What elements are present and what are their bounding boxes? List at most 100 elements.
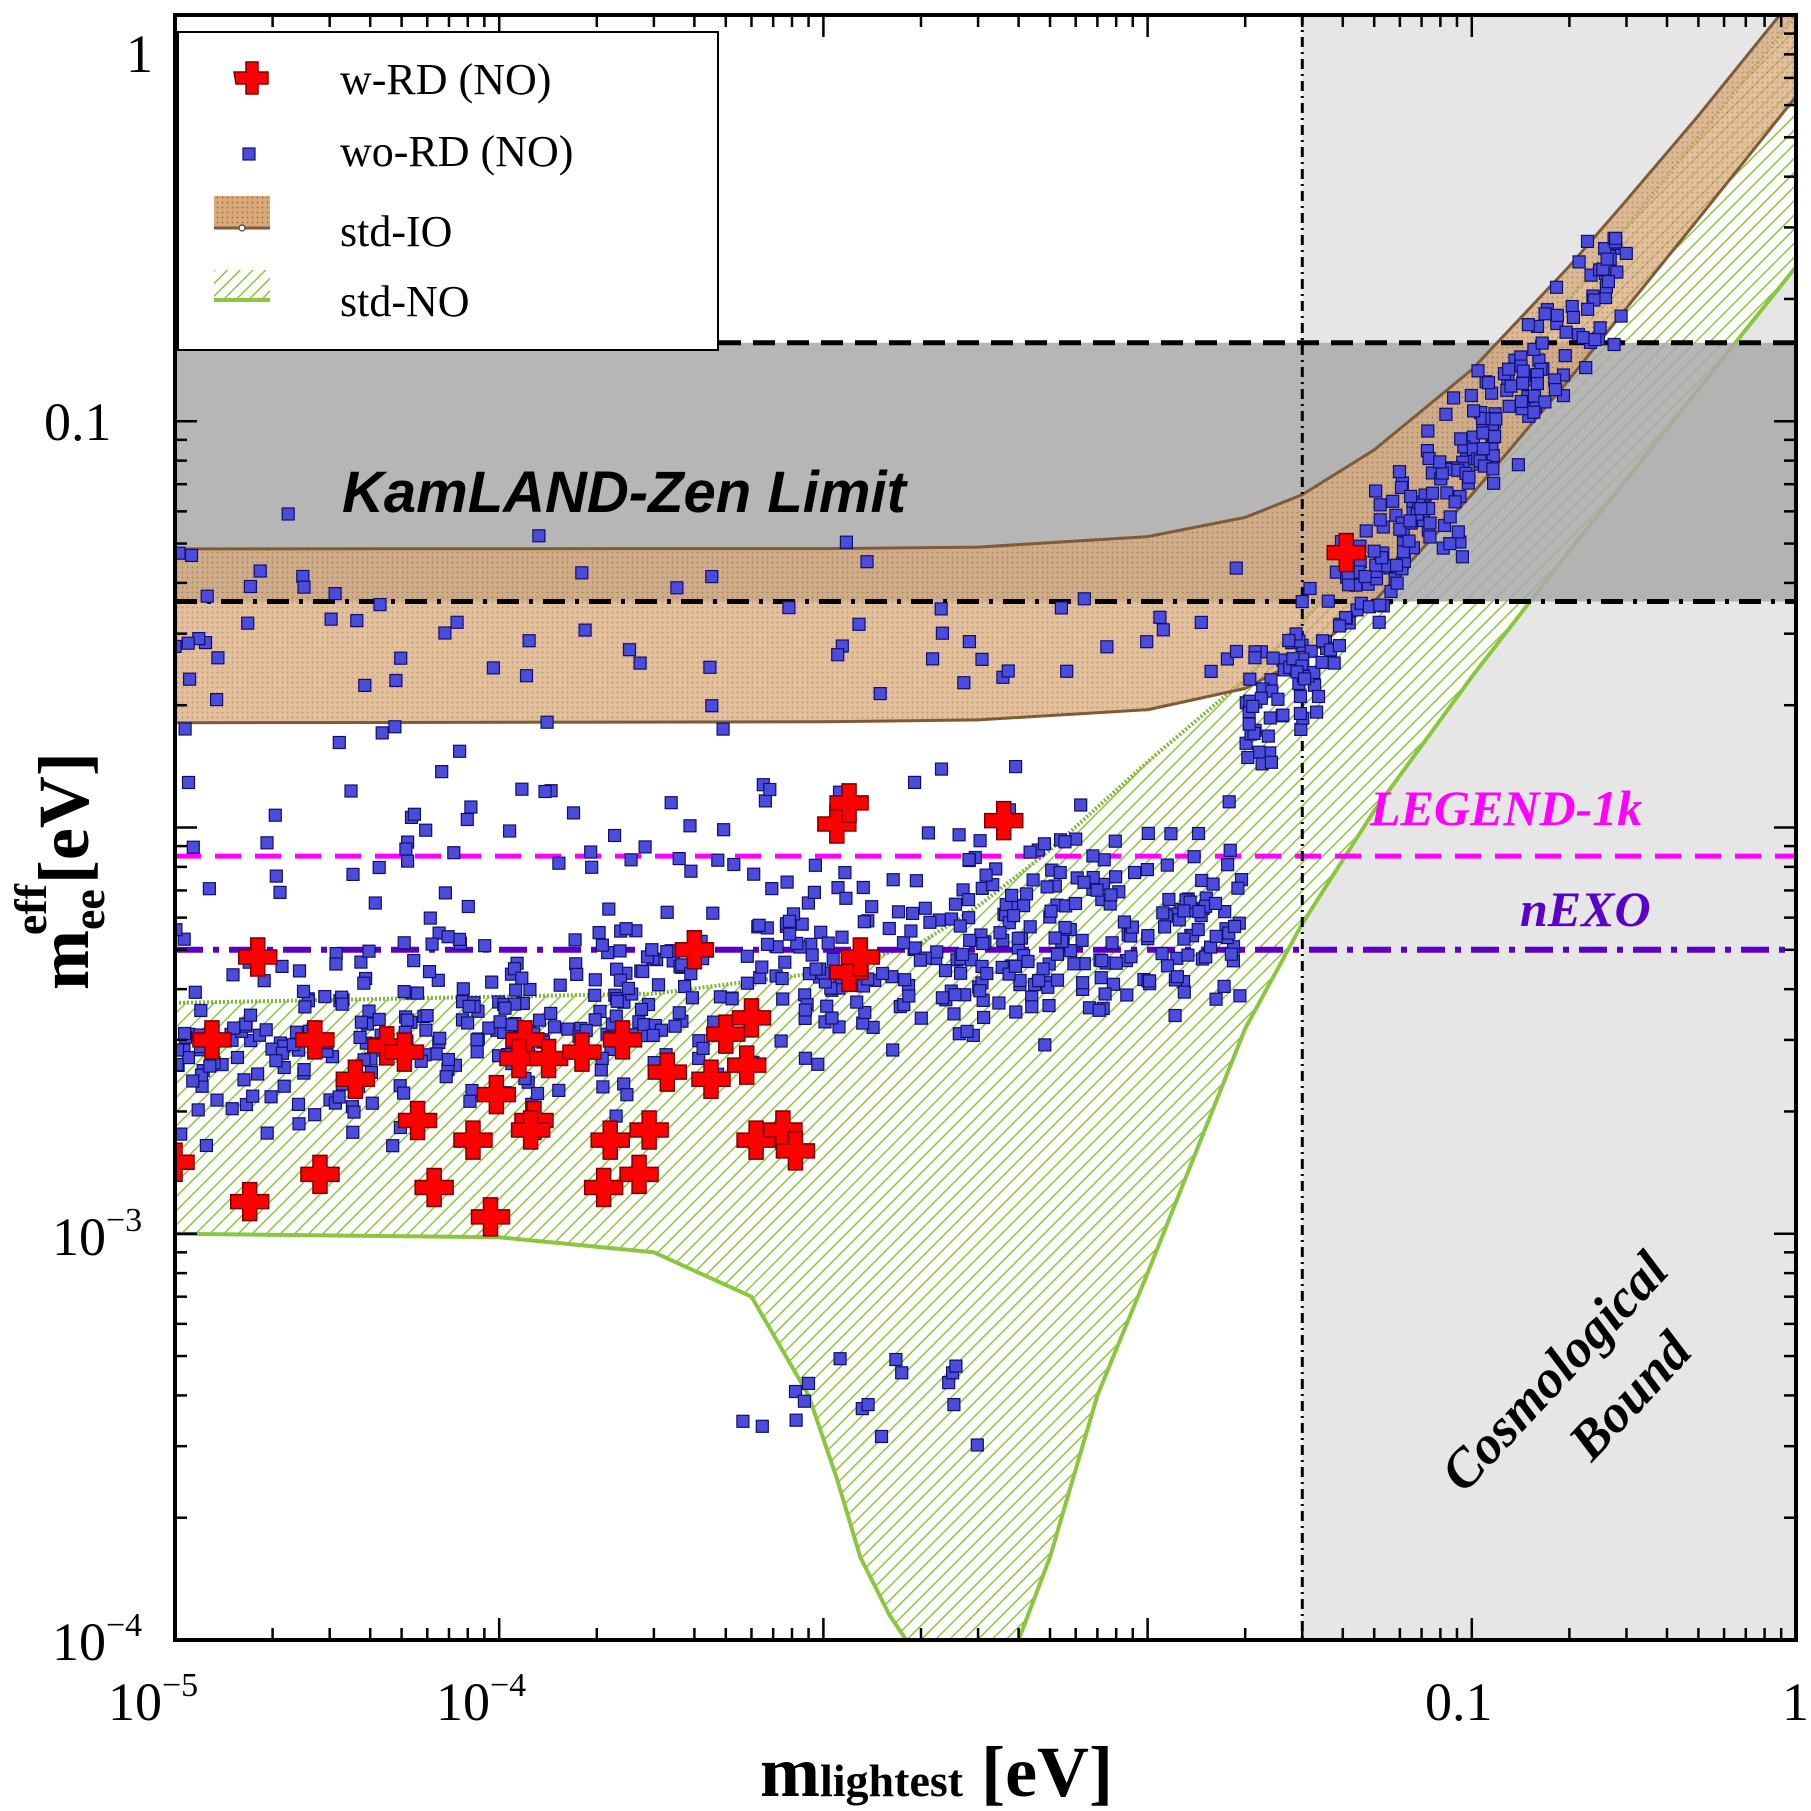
wo-rd-point bbox=[1421, 424, 1435, 438]
wo-rd-point bbox=[1514, 394, 1529, 409]
wo-rd-point bbox=[1217, 979, 1231, 994]
wo-rd-point bbox=[886, 873, 900, 887]
wo-rd-point bbox=[353, 1030, 367, 1045]
w-rd-point bbox=[476, 1074, 517, 1115]
wo-rd-point bbox=[1246, 699, 1260, 714]
wo-rd-point bbox=[493, 1015, 507, 1029]
wo-rd-point bbox=[891, 905, 906, 919]
wo-rd-point bbox=[833, 1352, 847, 1366]
wo-rd-point bbox=[1156, 906, 1170, 920]
wo-rd-point bbox=[1558, 349, 1572, 363]
io-marker-icon bbox=[238, 224, 246, 232]
wo-rd-point bbox=[947, 1397, 961, 1412]
wo-rd-point bbox=[324, 612, 338, 626]
wo-rd-point bbox=[620, 1088, 634, 1102]
blue-square-icon bbox=[242, 147, 256, 161]
wo-rd-point bbox=[538, 784, 552, 799]
wo-rd-point bbox=[780, 875, 794, 889]
io-band-swatch bbox=[214, 196, 270, 228]
wo-rd-point bbox=[1455, 550, 1470, 564]
wo-rd-point bbox=[1086, 849, 1100, 863]
wo-rd-point bbox=[609, 1109, 623, 1123]
wo-rd-point bbox=[1309, 705, 1324, 719]
wo-rd-point bbox=[237, 1073, 251, 1087]
y-tick-label-0.1: 0.1 bbox=[44, 392, 112, 452]
wo-rd-point bbox=[178, 722, 192, 736]
wo-rd-point bbox=[203, 1059, 217, 1073]
wo-rd-point bbox=[776, 992, 790, 1006]
wo-rd-point bbox=[755, 960, 769, 974]
wo-rd-point bbox=[441, 930, 455, 944]
wo-rd-point bbox=[588, 988, 602, 1002]
wo-rd-point bbox=[354, 955, 368, 969]
legend-item-std-no: std-NO bbox=[214, 270, 470, 326]
wo-rd-point bbox=[935, 991, 950, 1005]
wo-rd-point bbox=[1048, 931, 1062, 945]
x-axis-title: mlightest [eV] bbox=[760, 1732, 1113, 1811]
wo-rd-point bbox=[532, 1013, 547, 1027]
wo-rd-point bbox=[1042, 998, 1056, 1013]
wo-rd-point bbox=[328, 586, 342, 601]
wo-rd-point bbox=[1100, 640, 1114, 654]
wo-rd-point bbox=[210, 1093, 224, 1107]
wo-rd-point bbox=[552, 856, 566, 870]
wo-rd-point bbox=[1607, 337, 1621, 352]
wo-rd-point bbox=[450, 615, 464, 629]
w-rd-point bbox=[528, 1038, 569, 1079]
wo-rd-point bbox=[1433, 455, 1447, 469]
wo-rd-point bbox=[993, 926, 1007, 940]
wo-rd-point bbox=[1095, 953, 1109, 968]
wo-rd-point bbox=[461, 1016, 475, 1030]
wo-rd-point bbox=[758, 794, 773, 808]
wo-rd-point bbox=[1501, 362, 1516, 376]
wo-rd-point bbox=[1451, 525, 1465, 539]
wo-rd-point bbox=[1423, 516, 1437, 530]
wo-rd-point bbox=[805, 948, 819, 962]
wo-rd-point bbox=[775, 971, 789, 986]
wo-rd-point bbox=[260, 1126, 274, 1140]
wo-rd-point bbox=[1108, 870, 1123, 884]
wo-rd-point bbox=[251, 1067, 265, 1081]
wo-rd-point bbox=[365, 1096, 379, 1110]
wo-rd-point bbox=[362, 1004, 376, 1018]
wo-rd-point bbox=[460, 812, 474, 827]
wo-rd-point bbox=[401, 854, 415, 868]
legend-label-wo-rd: wo-RD (NO) bbox=[340, 127, 573, 176]
wo-rd-point bbox=[246, 1089, 260, 1103]
wo-rd-point bbox=[852, 617, 866, 631]
wo-rd-point bbox=[684, 864, 698, 878]
wo-rd-point bbox=[1008, 759, 1023, 774]
wo-rd-point bbox=[857, 915, 871, 929]
x-tick-label-1e-4: 10−4 bbox=[436, 1667, 526, 1732]
w-rd-point bbox=[619, 1154, 659, 1195]
wo-rd-point bbox=[1120, 988, 1134, 1002]
w-rd-point bbox=[629, 1110, 669, 1150]
wo-rd-point bbox=[1098, 987, 1112, 1001]
wo-rd-point bbox=[1372, 615, 1386, 629]
wo-rd-point bbox=[979, 868, 993, 882]
wo-rd-point bbox=[948, 897, 963, 911]
legend-label-std-no: std-NO bbox=[340, 277, 470, 326]
wo-rd-point bbox=[423, 911, 437, 925]
wo-rd-point bbox=[1402, 534, 1416, 548]
wo-rd-point bbox=[960, 1024, 974, 1039]
wo-rd-point bbox=[260, 836, 274, 850]
wo-rd-point bbox=[1013, 973, 1027, 988]
wo-rd-point bbox=[1423, 530, 1437, 544]
wo-rd-point bbox=[1282, 633, 1296, 648]
wo-rd-point bbox=[181, 636, 195, 650]
wo-rd-point bbox=[706, 906, 720, 920]
wo-rd-point bbox=[765, 881, 779, 896]
wo-rd-point bbox=[1108, 834, 1122, 848]
wo-rd-point bbox=[486, 661, 500, 675]
wo-rd-point bbox=[1224, 947, 1239, 961]
wo-rd-point bbox=[456, 982, 470, 996]
wo-rd-point bbox=[711, 853, 725, 867]
std-no-lower-edge bbox=[175, 265, 1796, 1640]
w-rd-point bbox=[731, 998, 772, 1038]
wo-rd-point bbox=[909, 874, 924, 888]
wo-rd-point bbox=[1097, 853, 1111, 867]
wo-rd-point bbox=[1446, 391, 1461, 405]
wo-rd-point bbox=[544, 1006, 558, 1021]
wo-rd-point bbox=[930, 945, 944, 959]
